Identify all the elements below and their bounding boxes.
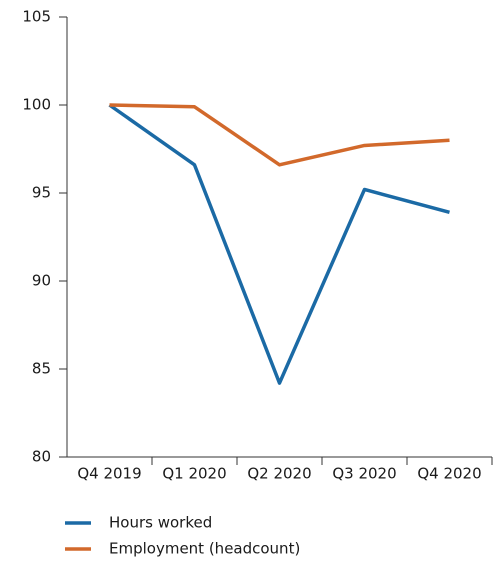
y-tick-label: 95 [32,184,51,202]
legend-label: Hours worked [109,514,212,532]
x-tick-label: Q1 2020 [162,465,226,483]
x-tick-label: Q4 2020 [417,465,481,483]
series-line [109,103,450,167]
x-tick-label: Q2 2020 [247,465,311,483]
y-tick-label: 100 [22,96,51,114]
x-tick-label: Q4 2019 [77,465,141,483]
x-tick-label: Q3 2020 [332,465,396,483]
y-tick-label: 105 [22,8,51,26]
series-line [108,103,450,385]
y-tick-label: 80 [32,448,51,466]
y-tick-label: 90 [32,272,51,290]
y-tick-label: 85 [32,360,51,378]
legend-label: Employment (headcount) [109,540,300,558]
